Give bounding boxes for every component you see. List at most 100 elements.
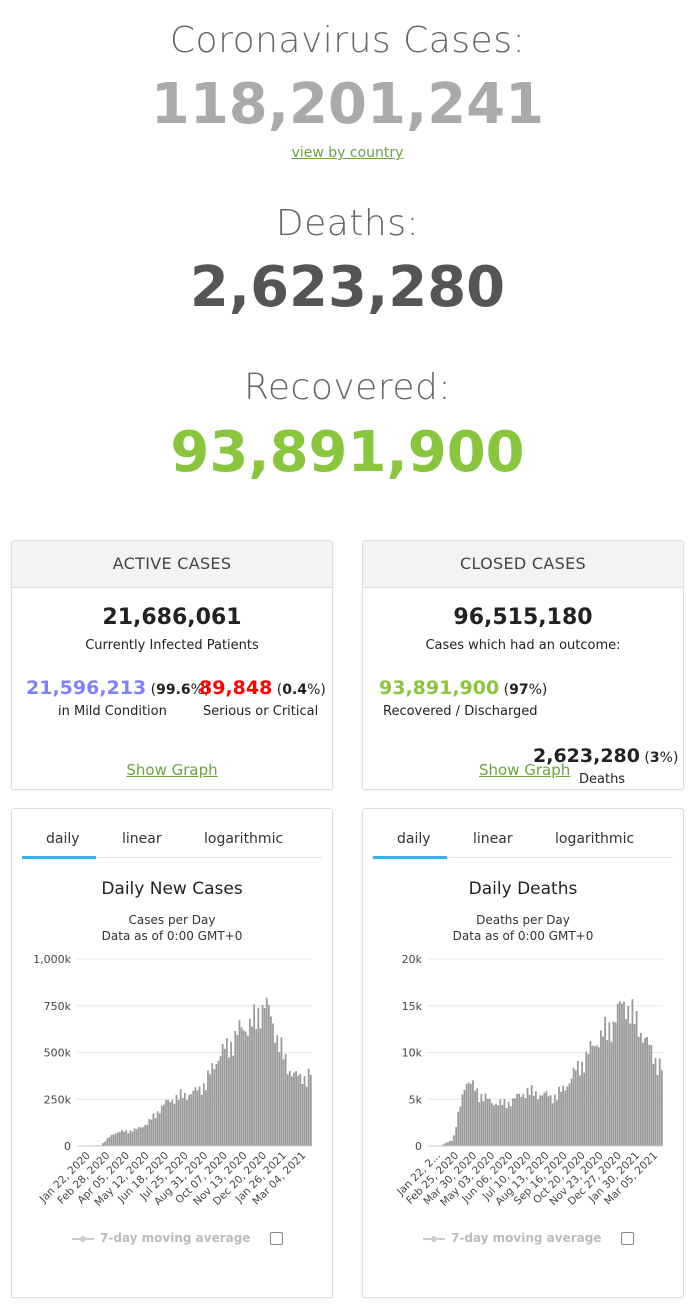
closed-deaths-label: Deaths bbox=[579, 772, 626, 787]
serious-stat: 89,848 (0.4%) bbox=[199, 677, 326, 699]
bar bbox=[217, 1060, 220, 1146]
serious-label: Serious or Critical bbox=[203, 704, 319, 719]
bar bbox=[163, 1104, 165, 1146]
legend-line-icon bbox=[72, 1235, 94, 1242]
bar bbox=[635, 1011, 638, 1146]
daily-deaths-card: daily linear logarithmic Daily Deaths Deaths… bbox=[362, 808, 684, 1298]
active-total-label: Currently Infected Patients bbox=[85, 638, 259, 653]
bar bbox=[276, 1035, 279, 1146]
bar bbox=[278, 1052, 281, 1146]
bar bbox=[251, 1026, 253, 1146]
bar bbox=[305, 1086, 308, 1146]
bar bbox=[597, 1047, 600, 1146]
bar bbox=[509, 1106, 512, 1146]
bar bbox=[213, 1069, 216, 1146]
bar bbox=[474, 1090, 476, 1146]
bar bbox=[566, 1086, 569, 1146]
view-by-country-link[interactable]: view by country bbox=[291, 145, 404, 161]
bar bbox=[621, 1003, 623, 1146]
legend-moving-average[interactable]: 7-day moving average bbox=[72, 1231, 292, 1245]
bar bbox=[160, 1105, 163, 1146]
closed-deaths-pct: 3 bbox=[649, 750, 660, 766]
bar bbox=[549, 1095, 552, 1146]
bar bbox=[265, 997, 268, 1146]
legend-checkbox[interactable] bbox=[270, 1232, 284, 1245]
tab-logarithmic[interactable]: logarithmic bbox=[555, 831, 635, 847]
closed-show-graph-link[interactable]: Show Graph bbox=[479, 761, 571, 779]
bar bbox=[610, 1041, 613, 1146]
bar bbox=[118, 1131, 121, 1146]
bar bbox=[188, 1095, 190, 1146]
bar bbox=[658, 1058, 661, 1146]
active-cases-header: ACTIVE CASES bbox=[12, 541, 332, 588]
closed-recovered-stat: 93,891,900 (97%) bbox=[379, 677, 547, 699]
bar bbox=[627, 1005, 630, 1146]
bar bbox=[261, 1004, 264, 1146]
deaths-pct-close: %) bbox=[659, 750, 679, 766]
recovered-pct-open: ( bbox=[499, 682, 510, 698]
bar bbox=[476, 1088, 479, 1146]
bar bbox=[579, 1075, 581, 1146]
bar bbox=[583, 1072, 586, 1146]
active-show-graph-link[interactable]: Show Graph bbox=[126, 761, 218, 779]
bar bbox=[606, 1040, 609, 1146]
tab-daily[interactable]: daily bbox=[46, 831, 80, 847]
bar bbox=[198, 1086, 201, 1146]
tab-daily[interactable]: daily bbox=[397, 831, 431, 847]
bar bbox=[486, 1098, 489, 1146]
bar bbox=[299, 1073, 302, 1146]
y-tick-label: 1,000k bbox=[33, 953, 71, 966]
bar bbox=[553, 1094, 556, 1146]
bar bbox=[581, 1061, 583, 1146]
tab-logarithmic[interactable]: logarithmic bbox=[204, 831, 284, 847]
bar bbox=[246, 1035, 249, 1146]
bar bbox=[530, 1085, 533, 1146]
bar bbox=[293, 1072, 295, 1146]
recovered-pct-close: %) bbox=[528, 682, 548, 698]
bar bbox=[240, 1027, 243, 1146]
bar bbox=[215, 1064, 218, 1146]
bar bbox=[255, 1028, 258, 1146]
bar bbox=[484, 1093, 487, 1146]
deaths-value: 2,623,280 bbox=[189, 255, 506, 320]
daily-new-cases-card: daily linear logarithmic Daily New Cases Cas… bbox=[11, 808, 333, 1298]
bar bbox=[616, 1003, 619, 1146]
bar bbox=[230, 1041, 232, 1146]
bar bbox=[660, 1069, 663, 1146]
bar bbox=[177, 1099, 180, 1146]
bar bbox=[102, 1143, 104, 1146]
legend-moving-average[interactable]: 7-day moving average bbox=[423, 1231, 643, 1245]
y-tick-label: 0 bbox=[64, 1140, 71, 1153]
bar bbox=[459, 1106, 462, 1146]
active-tab-underline bbox=[373, 856, 447, 859]
bar bbox=[257, 1007, 260, 1146]
bar bbox=[593, 1046, 596, 1146]
bar bbox=[480, 1094, 483, 1146]
bar bbox=[478, 1102, 481, 1146]
bar bbox=[488, 1098, 491, 1146]
bar bbox=[307, 1068, 310, 1146]
bar bbox=[280, 1037, 283, 1146]
tab-linear[interactable]: linear bbox=[473, 831, 513, 847]
cases-value: 118,201,241 bbox=[150, 72, 545, 137]
tab-linear[interactable]: linear bbox=[122, 831, 162, 847]
bar bbox=[572, 1067, 575, 1146]
legend-checkbox[interactable] bbox=[621, 1232, 635, 1245]
bar bbox=[455, 1127, 458, 1146]
bar bbox=[547, 1096, 550, 1146]
closed-deaths-value: 2,623,280 bbox=[533, 745, 640, 767]
bar bbox=[274, 1042, 277, 1146]
serious-value: 89,848 bbox=[199, 677, 273, 699]
bar bbox=[154, 1118, 157, 1146]
bar bbox=[469, 1083, 472, 1146]
bar bbox=[272, 1023, 274, 1146]
bar bbox=[576, 1060, 579, 1146]
bar bbox=[114, 1133, 117, 1146]
recovered-value: 93,891,900 bbox=[170, 420, 525, 485]
bar bbox=[591, 1045, 594, 1146]
y-tick-label: 0 bbox=[415, 1140, 422, 1153]
closed-cases-header: CLOSED CASES bbox=[363, 541, 683, 588]
bar bbox=[232, 1055, 235, 1146]
bar bbox=[184, 1092, 186, 1146]
bar bbox=[448, 1140, 451, 1146]
